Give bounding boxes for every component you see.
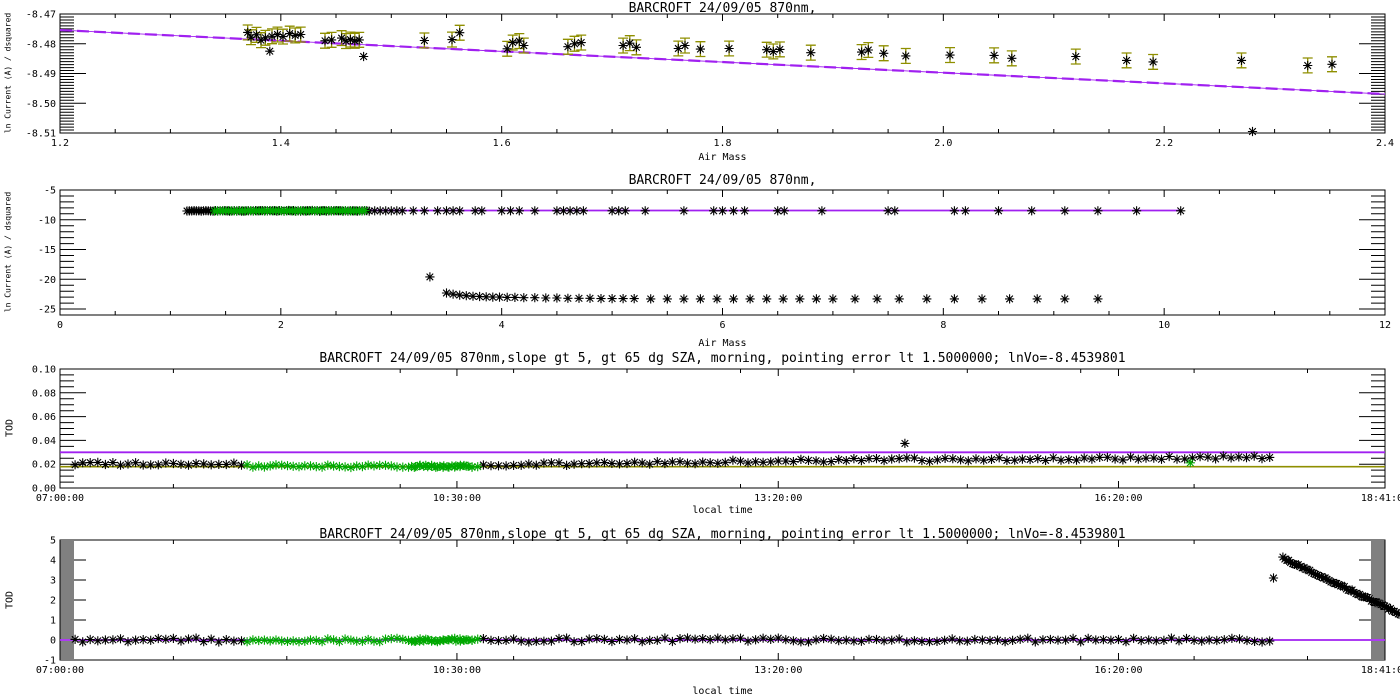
x-tick-label: 13:20:00 (754, 493, 802, 504)
series-tod-green-blob (407, 460, 477, 472)
series-tod-day-black (478, 633, 1275, 647)
y-tick-label: 1 (50, 616, 56, 627)
panel-4-plot: 07:00:00 10:30:00 13:20:00 16:20:00 18:41:00… (36, 536, 1400, 676)
panel-1-title: BARCROFT 24/09/05 870nm, (628, 1, 817, 16)
y-tick-label: 2 (50, 596, 56, 607)
x-tick-label: 10:30:00 (433, 493, 481, 504)
x-tick-label: 16:20:00 (1094, 665, 1142, 676)
y-tick-label: -8.49 (26, 69, 56, 80)
axis-ticks (59, 13, 1386, 134)
y-tick-label: 0.06 (32, 412, 56, 423)
y-tick-labels: 0.00 0.02 0.04 0.06 0.08 0.10 (32, 365, 56, 495)
y-tick-label: 0 (50, 636, 56, 647)
y-tick-label: 3 (50, 576, 56, 587)
x-tick-label: 8 (940, 320, 946, 331)
series-outlier-points (265, 46, 1258, 137)
fit-line (59, 28, 1386, 96)
series-sun-points-sparse (370, 206, 1186, 216)
series-fit-selected-points-green (210, 206, 370, 216)
x-tick-label: 10:30:00 (433, 665, 481, 676)
y-tick-label: 5 (50, 536, 56, 547)
series-tod-midday-black (478, 453, 919, 471)
y-tick-label: 0.00 (32, 484, 56, 495)
x-tick-label: 07:00:00 (36, 665, 84, 676)
x-tick-label: 1.2 (51, 138, 69, 149)
series-dark-signal-points (425, 272, 1103, 304)
panel-2-title: BARCROFT 24/09/05 870nm, (628, 173, 817, 188)
axis-ticks (59, 189, 1386, 316)
y-tick-label: 0.02 (32, 460, 56, 471)
y-tick-label: -1 (44, 656, 56, 667)
x-tick-label: 18:41:00 (1361, 665, 1400, 676)
y-tick-label: -8.50 (26, 99, 56, 110)
panel-3-title: BARCROFT 24/09/05 870nm,slope gt 5, gt 6… (319, 351, 1126, 366)
axis-ticks (59, 368, 1386, 489)
y-tick-labels: -8.51 -8.50 -8.49 -8.48 -8.47 (26, 10, 56, 140)
panel-1-plot: 1.2 1.4 1.6 1.8 2.0 2.2 2.4 -8.51 -8.50 -8.49 -8.4… (26, 10, 1394, 150)
x-tick-label: 6 (719, 320, 725, 331)
x-tick-label: 13:20:00 (754, 665, 802, 676)
plot-frame (59, 13, 1386, 134)
y-tick-label: 0.10 (32, 365, 56, 376)
y-tick-label: 0.04 (32, 436, 56, 447)
series-tod-green-single (1185, 458, 1195, 468)
series-sunset-single (1268, 573, 1279, 583)
x-tick-labels: 1.2 1.4 1.6 1.8 2.0 2.2 2.4 (51, 138, 1394, 149)
x-tick-label: 2.4 (1376, 138, 1394, 149)
y-tick-label: 0.08 (32, 388, 56, 399)
series-tod-morning-black (70, 457, 247, 470)
y-tick-label: -8.47 (26, 10, 56, 21)
series-tod-morning-black (70, 633, 247, 647)
x-tick-label: 1.4 (272, 138, 290, 149)
y-tick-label: -25 (38, 305, 56, 316)
x-tick-label: 1.8 (713, 138, 731, 149)
panel-4-title: BARCROFT 24/09/05 870nm,slope gt 5, gt 6… (319, 527, 1126, 542)
x-tick-label: 16:20:00 (1094, 493, 1142, 504)
y-tick-label: -5 (44, 186, 56, 197)
y-tick-labels: -25 -20 -15 -10 -5 (38, 186, 56, 316)
y-tick-label: 4 (50, 556, 56, 567)
x-tick-label: 2.2 (1155, 138, 1173, 149)
panel-1-x-axis-label: Air Mass (698, 152, 747, 163)
y-tick-label: -15 (38, 245, 56, 256)
series-tod-afternoon-black (917, 451, 1275, 466)
series-sunset-streak (1278, 552, 1400, 620)
x-tick-labels: 07:00:00 10:30:00 13:20:00 16:20:00 18:41:00 (36, 665, 1400, 676)
x-tick-label: 0 (57, 320, 63, 331)
x-tick-label: 2.0 (934, 138, 952, 149)
x-tick-label: 18:41:00 (1361, 493, 1400, 504)
x-tick-label: 2 (278, 320, 284, 331)
series-tod-outlier (900, 438, 910, 448)
y-tick-label: -20 (38, 275, 56, 286)
x-tick-labels: 07:00:00 10:30:00 13:20:00 16:20:00 18:41:00 (36, 493, 1400, 504)
panel-2-x-axis-label: Air Mass (698, 338, 747, 349)
panel-2-plot: 0 2 4 6 8 10 12 -25 -20 -15 -10 -5 (38, 186, 1391, 332)
series-tod-green-blob (407, 634, 477, 646)
panel-3-plot: 07:00:00 10:30:00 13:20:00 16:20:00 18:41:00… (32, 365, 1400, 505)
x-tick-label: 12 (1379, 320, 1391, 331)
x-tick-label: 4 (499, 320, 505, 331)
series-langley-points (243, 27, 1337, 71)
x-tick-labels: 0 2 4 6 8 10 12 (57, 320, 1391, 331)
panel-3-x-axis-label: local time (692, 505, 753, 516)
panel-4-x-axis-label: local time (692, 686, 753, 697)
x-tick-label: 1.6 (493, 138, 511, 149)
y-tick-labels: -1 0 1 2 3 4 5 (44, 536, 56, 667)
y-tick-label: -8.51 (26, 129, 56, 140)
y-tick-label: -8.48 (26, 39, 56, 50)
x-tick-label: 10 (1158, 320, 1170, 331)
x-tick-label: 07:00:00 (36, 493, 84, 504)
y-tick-label: -10 (38, 215, 56, 226)
